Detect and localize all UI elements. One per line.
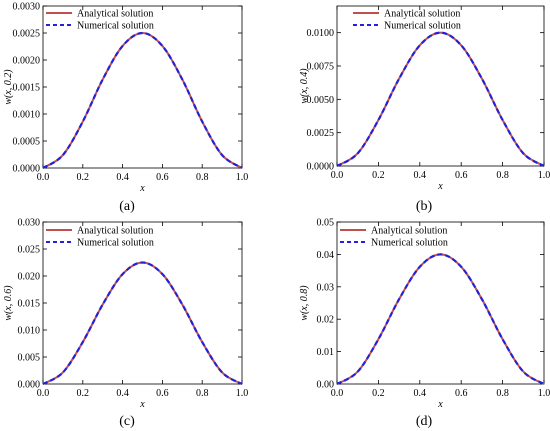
panel-label: (a) — [119, 199, 135, 214]
x-tick-label: 0.6 — [455, 170, 468, 181]
y-tick-label: 0.005 — [18, 353, 41, 364]
series-line-analytical — [336, 253, 545, 385]
y-axis-title: w(x, 0.6) — [3, 285, 14, 321]
panel-label: (c) — [119, 414, 135, 429]
x-tick-label: 0.2 — [372, 388, 385, 399]
y-tick-label: 0.0015 — [13, 83, 41, 94]
chart-panel-c: 0.0 0.2 0.4 0.6 0.8 1.0 0.000 0.005 0.010 0.015 0.… — [3, 218, 248, 430]
y-tick-label: 0.0075 — [307, 62, 335, 73]
y-tick-label: 0.0030 — [13, 2, 41, 13]
y-tick-label: 0.04 — [317, 250, 335, 261]
y-tick-label: 0.020 — [18, 272, 41, 283]
series-line-numerical — [336, 31, 545, 167]
x-tick-label: 0.6 — [455, 388, 468, 399]
x-tick-label: 0.0 — [37, 172, 50, 183]
y-tick-label: 0.000 — [18, 380, 41, 391]
x-axis-title: x — [139, 183, 145, 194]
y-tick-label: 0.025 — [18, 245, 41, 256]
y-axis-title: w(x, 0.8) — [299, 285, 310, 321]
x-tick-label: 0.2 — [372, 170, 385, 181]
series-line-analytical — [42, 31, 243, 169]
y-tick-label: 0.01 — [317, 347, 335, 358]
x-tick-label: 0.8 — [196, 172, 209, 183]
plot-frame — [336, 5, 545, 167]
legend-label: Analytical solution — [77, 226, 153, 237]
x-tick-label: 0.6 — [156, 172, 169, 183]
x-tick-label: 0.6 — [156, 388, 169, 399]
x-tick-label: 1.0 — [538, 170, 550, 181]
y-tick-label: 0.0100 — [307, 28, 335, 39]
y-tick-label: 0.0020 — [13, 56, 41, 67]
chart-panel-a: 0.0 0.2 0.4 0.6 0.8 1.0 0.0000 0.0005 0.0010 0.00… — [3, 2, 248, 215]
series-line-numerical — [42, 261, 243, 385]
x-tick-label: 0.0 — [331, 170, 344, 181]
y-tick-label: 0.0005 — [13, 137, 41, 148]
x-tick-label: 0.4 — [116, 388, 129, 399]
y-tick-label: 0.015 — [18, 299, 41, 310]
series-line-numerical — [336, 253, 545, 385]
legend-label: Numerical solution — [77, 238, 154, 249]
series-line-analytical — [42, 261, 243, 385]
chart-panel-b: 0.0 0.2 0.4 0.6 0.8 1.0 0.0000 0.0025 0.0050 0.00… — [299, 5, 550, 214]
x-axis-title: x — [139, 399, 145, 410]
panel-label: (b) — [416, 199, 433, 214]
y-axis-title: w(x, 0.4) — [299, 68, 310, 104]
x-tick-label: 1.0 — [236, 388, 249, 399]
y-tick-label: 0.010 — [18, 326, 41, 337]
y-tick-label: 0.0025 — [307, 128, 335, 139]
legend-label: Analytical solution — [384, 9, 460, 20]
x-tick-label: 0.0 — [331, 388, 344, 399]
chart-panel-d: 0.0 0.2 0.4 0.6 0.8 1.0 0.00 0.01 0.02 0.03 0.04 0.… — [299, 218, 550, 430]
y-tick-label: 0.030 — [18, 218, 41, 229]
series-line-numerical — [42, 31, 243, 169]
y-tick-label: 0.0025 — [13, 29, 41, 40]
x-tick-label: 0.2 — [77, 172, 90, 183]
y-tick-label: 0.05 — [317, 218, 335, 229]
y-axis-title: w(x, 0.2) — [3, 69, 14, 105]
y-tick-label: 0.0000 — [13, 164, 41, 175]
legend-label: Numerical solution — [77, 21, 154, 32]
plot-frame — [336, 221, 545, 385]
panel-label: (d) — [416, 414, 433, 429]
y-tick-label: 0.0050 — [307, 95, 335, 106]
legend-label: Analytical solution — [371, 226, 447, 237]
y-tick-label: 0.02 — [317, 315, 335, 326]
x-tick-label: 1.0 — [236, 172, 249, 183]
legend-label: Numerical solution — [371, 238, 448, 249]
x-tick-label: 0.8 — [496, 170, 509, 181]
x-tick-label: 0.2 — [77, 388, 90, 399]
y-tick-label: 0.03 — [317, 282, 335, 293]
x-tick-label: 0.4 — [414, 170, 427, 181]
y-tick-label: 0.0000 — [307, 162, 335, 173]
x-tick-label: 0.8 — [496, 388, 509, 399]
x-tick-label: 0.4 — [116, 172, 129, 183]
legend-label: Numerical solution — [384, 21, 461, 32]
x-axis-title: x — [437, 181, 443, 192]
x-tick-label: 0.0 — [37, 388, 50, 399]
x-axis-title: x — [437, 399, 443, 410]
x-tick-label: 0.8 — [196, 388, 209, 399]
x-tick-label: 1.0 — [538, 388, 550, 399]
x-tick-label: 0.4 — [414, 388, 427, 399]
series-line-analytical — [336, 31, 545, 167]
y-tick-label: 0.0010 — [13, 110, 41, 121]
legend-label: Analytical solution — [77, 9, 153, 20]
y-tick-label: 0.00 — [317, 380, 335, 391]
